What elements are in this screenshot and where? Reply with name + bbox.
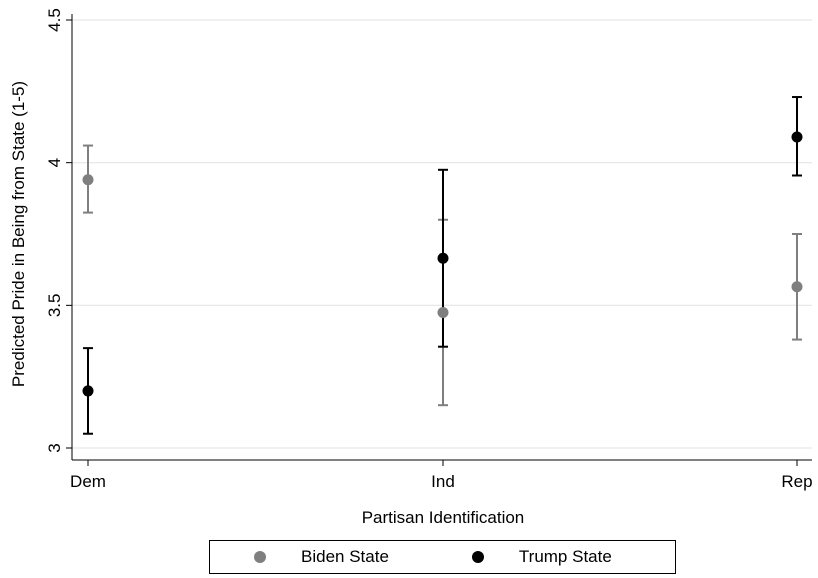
legend-label-trump-state: Trump State [518,547,612,566]
x-tick-label: Rep [781,472,812,491]
legend-marker-biden-state [254,551,266,563]
axes [66,14,812,466]
data-point-trump-state [437,252,449,264]
y-tick-label: 3.5 [45,294,64,318]
y-tick-label: 4.5 [45,8,64,32]
gridlines [72,19,812,449]
data-point-trump-state [82,385,94,397]
y-tick-label: 4 [45,158,64,167]
data-point-biden-state [791,281,803,293]
x-tick-label: Ind [431,472,455,491]
data-point-biden-state [437,306,449,318]
data-point-trump-state [791,131,803,143]
data-point-biden-state [82,174,94,186]
data-marks [82,96,803,435]
tick-labels: 3 3.5 4 4.5 Dem Ind Rep [45,8,813,491]
legend-label-biden-state: Biden State [301,547,389,566]
legend-item-trump-state: Trump State [471,547,612,567]
legend-marker-trump-state [471,551,484,563]
x-axis-title: Partisan Identification [362,508,525,527]
legend: Biden State Trump State [209,540,676,574]
legend-item-biden-state: Biden State [254,547,389,567]
x-tick-label: Dem [70,472,106,491]
y-axis-title: Predicted Pride in Being from State (1-5… [9,81,28,387]
y-tick-label: 3 [45,443,64,452]
